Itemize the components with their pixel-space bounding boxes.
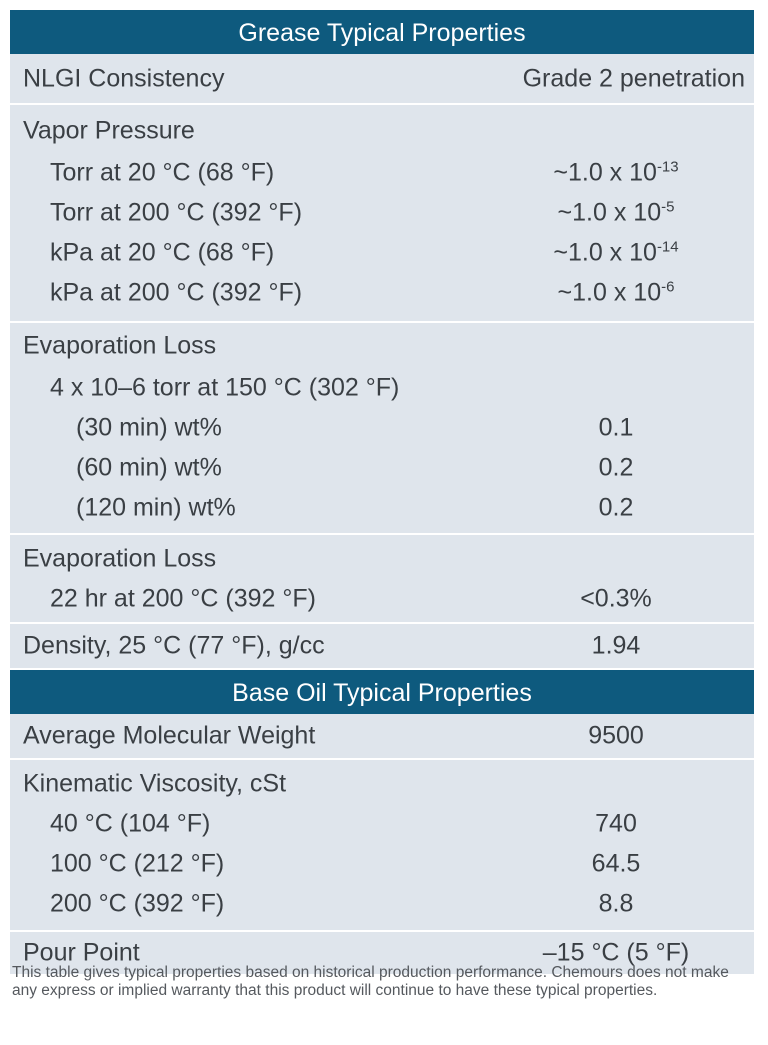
vapor-row-label: kPa at 200 °C (392 °F) [50,278,303,307]
evap2-row: 22 hr at 200 °C (392 °F) <0.3% [10,579,754,619]
evap1-condition: 4 x 10–6 torr at 150 °C (302 °F) [50,373,400,402]
vapor-row-label: Torr at 20 °C (68 °F) [50,158,275,187]
vapor-value-exponent: -5 [661,198,675,216]
evap1-row-value: 0.2 [598,453,634,482]
density-value: 1.94 [591,631,641,660]
visc-row: 100 °C (212 °F) 64.5 [10,844,754,884]
vapor-row-label: Torr at 200 °C (392 °F) [50,198,303,227]
density-block: Density, 25 °C (77 °F), g/cc 1.94 [10,624,754,670]
nlgi-block: NLGI Consistency Grade 2 penetration [10,54,754,105]
viscosity-block: Kinematic Viscosity, cSt 40 °C (104 °F) … [10,760,754,932]
vapor-row: kPa at 200 °C (392 °F) ~1.0 x 10-6 [10,273,754,313]
pour-value: –15 °C (5 °F) [542,938,690,967]
evap2-row-value: <0.3% [580,584,652,613]
evap1-row-label: (60 min) wt% [76,453,222,482]
visc-title-row: Kinematic Viscosity, cSt [10,760,754,804]
vapor-value-base: ~1.0 x 10 [553,158,657,187]
evap2-row-label: 22 hr at 200 °C (392 °F) [50,584,316,613]
visc-row-value: 8.8 [598,889,634,918]
visc-row: 200 °C (392 °F) 8.8 [10,884,754,924]
evap1-row-value: 0.1 [598,413,634,442]
evaporation-block-2: Evaporation Loss 22 hr at 200 °C (392 °F… [10,535,754,624]
visc-row-value: 64.5 [591,849,641,878]
evap2-title-row: Evaporation Loss [10,535,754,579]
nlgi-label: NLGI Consistency [23,64,225,92]
nlgi-row: NLGI Consistency Grade 2 penetration [10,54,754,103]
evap1-row-value: 0.2 [598,493,634,522]
nlgi-value: Grade 2 penetration [522,64,745,92]
visc-row-value: 740 [595,809,637,838]
grease-header: Grease Typical Properties [10,10,754,54]
vapor-row: kPa at 20 °C (68 °F) ~1.0 x 10-14 [10,233,754,273]
evap2-label: Evaporation Loss [23,544,217,573]
density-row: Density, 25 °C (77 °F), g/cc 1.94 [10,624,754,668]
evap1-row-label: (120 min) wt% [76,493,236,522]
vapor-value-base: ~1.0 x 10 [553,238,657,267]
vapor-value-exponent: -13 [656,158,679,176]
vapor-row-value: ~1.0 x 10-13 [553,159,678,188]
footnote: This table gives typical properties base… [12,964,729,999]
vapor-label: Vapor Pressure [23,116,195,145]
visc-row-label: 200 °C (392 °F) [50,889,225,918]
evaporation-block-1: Evaporation Loss 4 x 10–6 torr at 150 °C… [10,323,754,535]
vapor-value-exponent: -6 [661,278,675,296]
mw-value: 9500 [588,721,644,750]
visc-label: Kinematic Viscosity, cSt [23,769,287,798]
mw-row: Average Molecular Weight 9500 [10,714,754,758]
vapor-block: Vapor Pressure Torr at 20 °C (68 °F) ~1.… [10,105,754,323]
properties-table: Grease Typical Properties NLGI Consisten… [10,10,754,974]
evap1-condition-row: 4 x 10–6 torr at 150 °C (302 °F) [10,368,754,408]
evap1-row: (120 min) wt% 0.2 [10,488,754,528]
pour-point-block: Pour Point –15 °C (5 °F) [10,932,754,974]
pour-label: Pour Point [23,938,140,967]
vapor-title-row: Vapor Pressure [10,105,754,153]
vapor-row: Torr at 200 °C (392 °F) ~1.0 x 10-5 [10,193,754,233]
evap1-row: (60 min) wt% 0.2 [10,448,754,488]
molecular-weight-block: Average Molecular Weight 9500 [10,714,754,760]
evap1-label: Evaporation Loss [23,331,217,360]
vapor-row-value: ~1.0 x 10-14 [553,239,678,268]
evap1-title-row: Evaporation Loss [10,323,754,368]
vapor-row-value: ~1.0 x 10-6 [558,279,675,308]
vapor-row: Torr at 20 °C (68 °F) ~1.0 x 10-13 [10,153,754,193]
pour-row: Pour Point –15 °C (5 °F) [10,932,754,974]
evap1-row: (30 min) wt% 0.1 [10,408,754,448]
vapor-row-label: kPa at 20 °C (68 °F) [50,238,275,267]
evap1-row-label: (30 min) wt% [76,413,222,442]
vapor-row-value: ~1.0 x 10-5 [558,199,675,228]
visc-row-label: 40 °C (104 °F) [50,809,211,838]
mw-label: Average Molecular Weight [23,721,316,750]
vapor-value-exponent: -14 [656,238,679,256]
base-oil-header: Base Oil Typical Properties [10,670,754,714]
vapor-value-base: ~1.0 x 10 [557,278,662,307]
vapor-value-base: ~1.0 x 10 [557,198,662,227]
visc-row: 40 °C (104 °F) 740 [10,804,754,844]
density-label: Density, 25 °C (77 °F), g/cc [23,631,325,660]
visc-row-label: 100 °C (212 °F) [50,849,225,878]
